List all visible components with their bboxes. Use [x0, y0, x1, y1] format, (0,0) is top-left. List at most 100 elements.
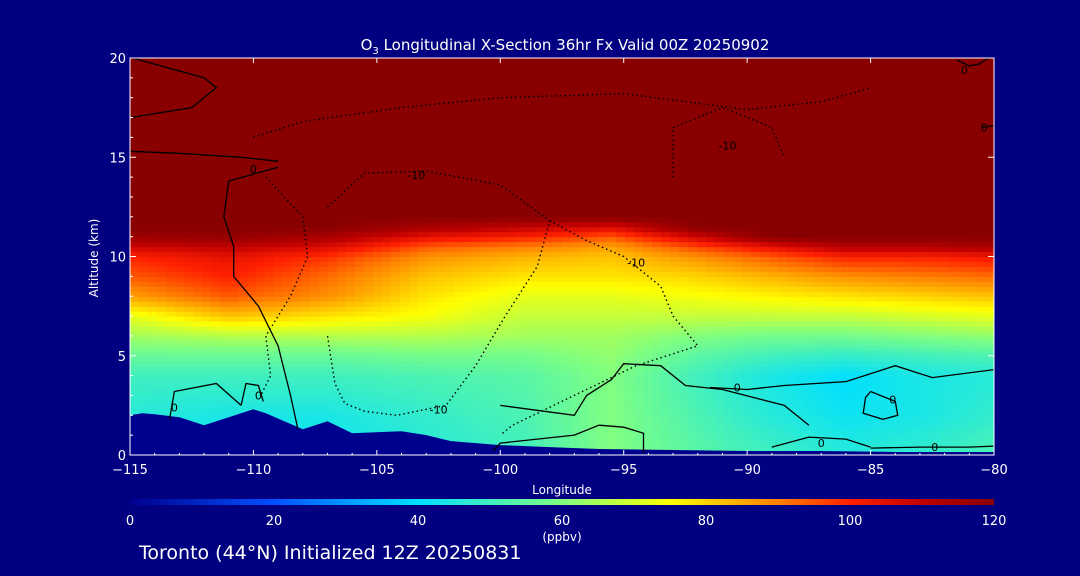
ozone-cell: [211, 62, 221, 69]
ozone-cell: [580, 231, 590, 238]
ozone-cell: [472, 400, 482, 406]
ozone-cell: [472, 316, 482, 322]
ozone-cell: [202, 415, 212, 421]
ozone-cell: [346, 82, 356, 89]
ozone-cell: [400, 281, 410, 287]
ozone-cell: [130, 246, 140, 253]
ozone-cell: [607, 58, 617, 64]
ozone-cell: [292, 380, 302, 387]
ozone-cell: [229, 365, 239, 372]
ozone-cell: [490, 77, 500, 84]
ozone-cell: [364, 316, 374, 322]
ozone-cell: [274, 226, 284, 233]
ozone-cell: [580, 340, 590, 347]
ozone-cell: [391, 211, 401, 218]
ozone-cell: [508, 380, 518, 387]
ozone-cell: [616, 92, 626, 99]
ozone-cell: [256, 316, 266, 322]
ozone-cell: [256, 355, 266, 362]
ozone-cell: [598, 435, 608, 441]
ozone-cell: [328, 58, 338, 64]
ozone-cell: [661, 445, 671, 451]
ozone-cell: [634, 82, 644, 89]
ozone-cell: [427, 152, 437, 158]
ozone-cell: [436, 241, 446, 248]
ozone-cell: [274, 67, 284, 74]
ozone-cell: [229, 286, 239, 292]
ozone-cell: [679, 191, 689, 198]
ozone-cell: [337, 256, 347, 263]
ozone-cell: [418, 325, 428, 332]
ozone-cell: [130, 261, 140, 268]
ozone-cell: [535, 162, 545, 168]
ozone-cell: [427, 87, 437, 94]
ozone-cell: [274, 266, 284, 272]
ozone-cell: [355, 177, 365, 183]
ozone-cell: [463, 221, 473, 228]
ozone-cell: [418, 306, 428, 312]
ozone-cell: [256, 335, 266, 342]
ozone-cell: [499, 425, 509, 431]
ozone-cell: [652, 286, 662, 292]
ozone-cell: [589, 415, 599, 421]
ozone-cell: [157, 221, 167, 228]
ozone-cell: [472, 266, 482, 272]
ozone-cell: [436, 102, 446, 109]
ozone-cell: [562, 425, 572, 431]
ozone-cell: [427, 157, 437, 163]
ozone-cell: [553, 201, 563, 208]
ozone-cell: [364, 395, 374, 402]
ozone-cell: [184, 187, 194, 193]
ozone-cell: [436, 325, 446, 332]
ozone-cell: [634, 425, 644, 431]
ozone-cell: [274, 206, 284, 213]
ozone-cell: [391, 301, 401, 307]
ozone-cell: [256, 142, 266, 148]
ozone-cell: [652, 92, 662, 99]
ozone-cell: [616, 137, 626, 143]
ozone-cell: [418, 375, 428, 382]
ozone-cell: [526, 62, 536, 69]
ozone-cell: [382, 122, 392, 129]
ozone-cell: [481, 420, 491, 426]
ozone-cell: [463, 325, 473, 332]
ozone-cell: [400, 127, 410, 134]
ozone-cell: [544, 340, 554, 347]
ozone-cell: [256, 211, 266, 218]
ozone-cell: [589, 390, 599, 397]
ozone-cell: [481, 350, 491, 357]
ozone-cell: [508, 132, 518, 138]
ozone-cell: [454, 266, 464, 272]
ozone-cell: [391, 345, 401, 352]
ozone-cell: [418, 117, 428, 124]
ozone-cell: [148, 67, 158, 74]
ozone-cell: [220, 187, 230, 193]
ozone-cell: [427, 236, 437, 243]
ozone-cell: [445, 187, 455, 193]
ozone-cell: [589, 167, 599, 173]
ozone-cell: [265, 92, 275, 99]
ozone-cell: [247, 127, 257, 134]
ozone-cell: [661, 321, 671, 327]
ozone-cell: [409, 112, 419, 119]
ozone-cell: [238, 67, 248, 74]
ozone-cell: [445, 191, 455, 198]
ozone-cell: [472, 142, 482, 148]
ozone-cell: [175, 390, 185, 397]
ozone-cell: [616, 107, 626, 114]
ozone-cell: [148, 221, 158, 228]
ozone-cell: [157, 92, 167, 99]
ozone-cell: [364, 281, 374, 287]
ozone-cell: [373, 420, 383, 426]
ozone-cell: [571, 430, 581, 436]
ozone-cell: [490, 425, 500, 431]
ozone-cell: [607, 261, 617, 268]
ozone-cell: [454, 157, 464, 163]
ozone-cell: [679, 335, 689, 342]
ozone-cell: [409, 201, 419, 208]
ozone-cell: [391, 385, 401, 392]
ozone-cell: [319, 251, 329, 258]
ozone-cell: [607, 370, 617, 377]
ozone-cell: [679, 112, 689, 119]
ozone-cell: [526, 246, 536, 253]
